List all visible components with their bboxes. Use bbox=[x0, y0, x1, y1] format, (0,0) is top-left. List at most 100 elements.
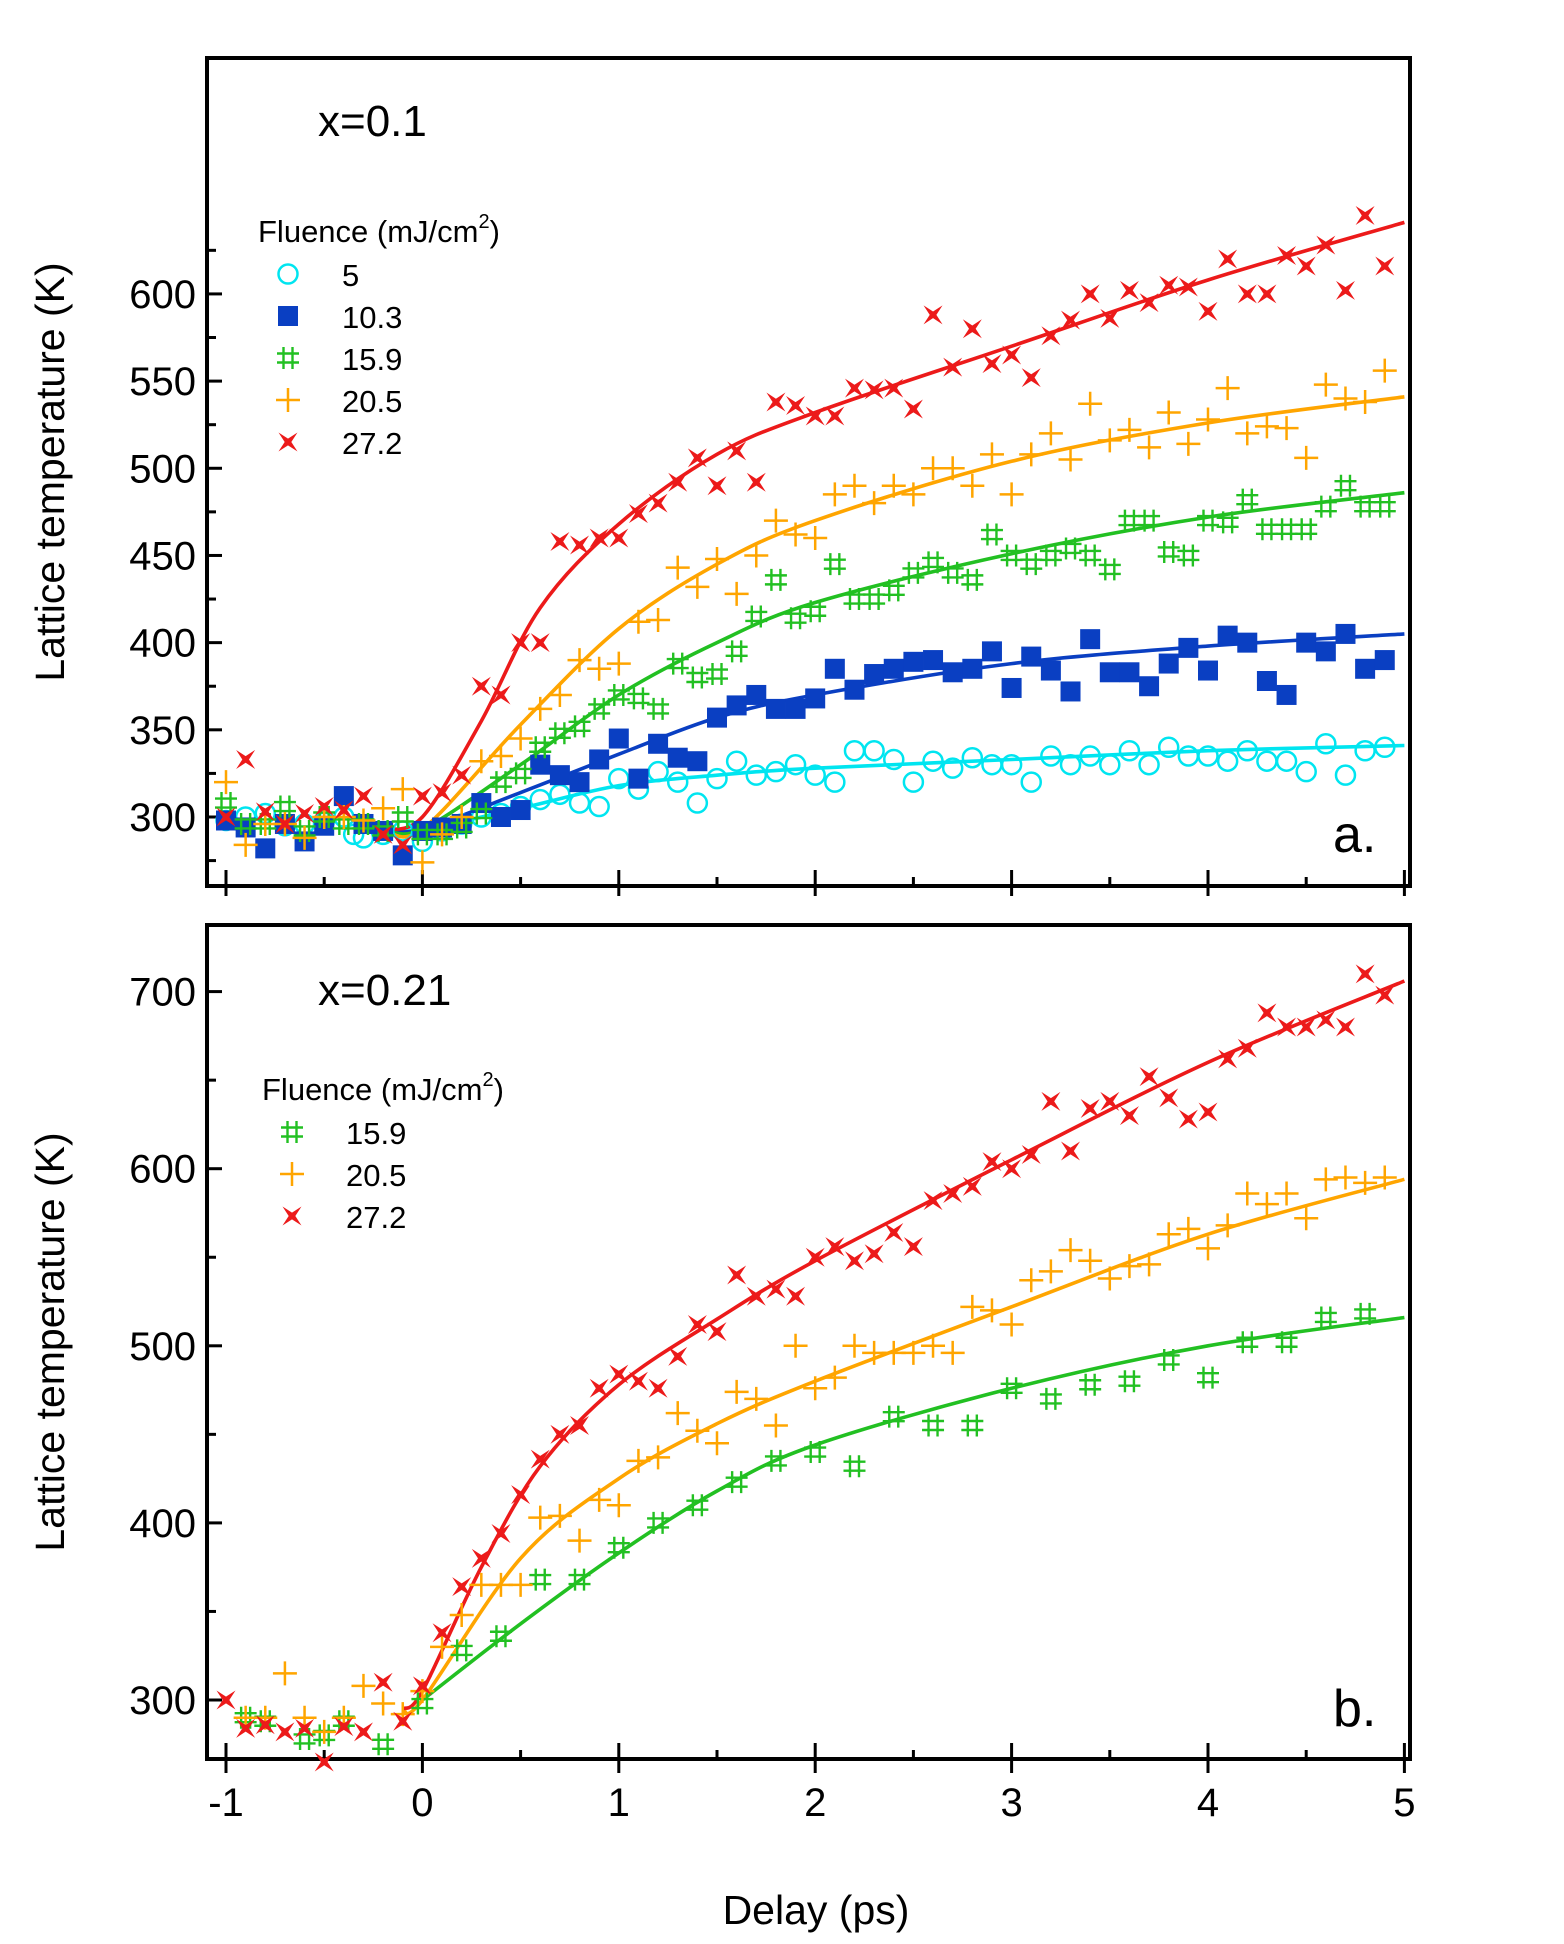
legend-marker bbox=[276, 388, 300, 412]
data-point-10-3 bbox=[981, 641, 1002, 662]
data-point-20-5 bbox=[960, 473, 985, 498]
data-point-10-3 bbox=[1217, 625, 1238, 646]
data-point-15-9 bbox=[922, 1414, 945, 1437]
data-point-10-3 bbox=[373, 820, 394, 841]
data-point-15-9 bbox=[411, 823, 434, 846]
data-point-27-2 bbox=[1296, 1017, 1316, 1037]
data-point-20-5 bbox=[1117, 417, 1142, 442]
data-point-27-2 bbox=[903, 1237, 923, 1257]
panel-b-y-ticks: 300 400 500 600 700 bbox=[129, 971, 222, 1723]
data-point-20-5 bbox=[744, 1386, 769, 1411]
data-point-15-9 bbox=[352, 812, 375, 835]
data-point-20-5 bbox=[999, 482, 1024, 507]
legend-label: 27.2 bbox=[346, 1200, 406, 1235]
data-point-5 bbox=[608, 767, 630, 790]
data-point-27-2 bbox=[805, 406, 825, 426]
data-point-10-3 bbox=[805, 688, 826, 709]
panel-a-y-ticks: 300 350 400 450 500 550 600 bbox=[129, 248, 222, 863]
x-tick-label: 0 bbox=[411, 1781, 433, 1825]
data-point-15-9 bbox=[1177, 544, 1200, 567]
data-point-20-5 bbox=[1196, 407, 1220, 432]
data-point-5 bbox=[1256, 750, 1278, 772]
data-point-20-5 bbox=[940, 456, 965, 481]
data-point-27-2 bbox=[452, 765, 472, 785]
data-point-20-5 bbox=[1294, 445, 1319, 470]
data-point-20-5 bbox=[1137, 435, 1162, 460]
data-point-27-2 bbox=[412, 786, 432, 806]
data-point-15-9 bbox=[647, 1511, 670, 1534]
data-point-5 bbox=[1020, 771, 1042, 793]
data-point-20-5 bbox=[803, 1376, 828, 1401]
x-tick-label: 3 bbox=[1000, 1781, 1022, 1825]
data-point-27-2 bbox=[1178, 277, 1198, 297]
data-point-20-5 bbox=[312, 1719, 337, 1744]
data-point-20-5 bbox=[646, 1445, 671, 1470]
data-point-20-5 bbox=[705, 546, 729, 571]
data-point-15-9 bbox=[843, 1455, 866, 1478]
data-point-27-2 bbox=[295, 804, 315, 824]
data-point-10-3 bbox=[510, 800, 531, 821]
data-point-27-2 bbox=[609, 528, 629, 548]
data-point-20-5 bbox=[665, 1401, 690, 1426]
data-point-10-3 bbox=[962, 658, 983, 679]
data-point-27-2 bbox=[962, 319, 982, 339]
data-point-15-9 bbox=[1314, 495, 1337, 518]
data-point-20-5 bbox=[547, 682, 572, 707]
data-point-5 bbox=[568, 792, 591, 814]
data-point-5 bbox=[725, 750, 748, 772]
data-point-27-2 bbox=[275, 814, 295, 834]
data-point-10-3 bbox=[549, 765, 570, 786]
panel-a-legend: Fluence (mJ/cm2) 5 10.3 15.9 20.5 27.2 bbox=[258, 211, 500, 461]
data-point-20-5 bbox=[430, 822, 455, 847]
data-point-27-2 bbox=[1237, 1038, 1257, 1058]
data-point-27-2 bbox=[393, 1711, 413, 1731]
data-point-5 bbox=[1079, 745, 1101, 767]
legend-marker bbox=[277, 263, 299, 285]
legend-marker bbox=[280, 1162, 304, 1186]
data-point-15-9 bbox=[1059, 537, 1082, 560]
y-tick-label: 600 bbox=[129, 273, 196, 317]
data-point-27-2 bbox=[1355, 205, 1375, 225]
data-point-27-2 bbox=[1100, 308, 1120, 328]
data-point-5 bbox=[666, 771, 689, 793]
x-tick-label: 5 bbox=[1393, 1781, 1415, 1825]
data-point-15-9 bbox=[686, 1494, 709, 1517]
data-point-20-5 bbox=[371, 1691, 396, 1716]
data-point-20-5 bbox=[665, 555, 690, 580]
data-point-15-9 bbox=[647, 697, 670, 720]
data-point-10-3 bbox=[216, 810, 236, 831]
data-point-5 bbox=[1099, 753, 1121, 776]
data-point-27-2 bbox=[864, 380, 884, 400]
legend-item-27-2: 27.2 bbox=[278, 426, 402, 461]
data-point-5 bbox=[804, 764, 826, 786]
data-point-10-3 bbox=[333, 786, 354, 807]
data-point-20-5 bbox=[1058, 1238, 1083, 1263]
panel-a-title: x=0.1 bbox=[318, 97, 427, 146]
legend-item-15-9: 15.9 bbox=[277, 342, 402, 377]
data-point-15-9 bbox=[1157, 1348, 1180, 1371]
data-point-20-5 bbox=[921, 1333, 946, 1358]
data-point-20-5 bbox=[351, 808, 376, 833]
data-point-20-5 bbox=[430, 1634, 455, 1659]
panel-b: 300 400 500 600 700 x=0.21 b. Lattice temper… bbox=[27, 923, 1412, 1773]
data-point-10-3 bbox=[1237, 632, 1258, 653]
data-point-27-2 bbox=[766, 392, 786, 412]
data-point-27-2 bbox=[1041, 1091, 1061, 1111]
data-point-20-5 bbox=[901, 1340, 926, 1365]
data-point-15-9 bbox=[1020, 553, 1043, 576]
data-point-27-2 bbox=[844, 1251, 864, 1271]
data-point-27-2 bbox=[707, 1322, 727, 1342]
data-point-10-3 bbox=[1119, 662, 1140, 683]
data-point-20-5 bbox=[371, 796, 396, 821]
legend-item-10-3: 10.3 bbox=[278, 300, 402, 335]
data-point-27-2 bbox=[727, 441, 747, 461]
data-point-5 bbox=[961, 746, 984, 769]
data-point-15-9 bbox=[1255, 518, 1278, 541]
data-point-15-9 bbox=[273, 795, 296, 818]
data-point-27-2 bbox=[1257, 1003, 1277, 1023]
data-point-15-9 bbox=[470, 802, 493, 825]
legend-label: 15.9 bbox=[342, 342, 402, 377]
data-point-27-2 bbox=[412, 1676, 432, 1696]
data-point-10-3 bbox=[687, 751, 708, 772]
data-point-10-3 bbox=[746, 684, 767, 705]
